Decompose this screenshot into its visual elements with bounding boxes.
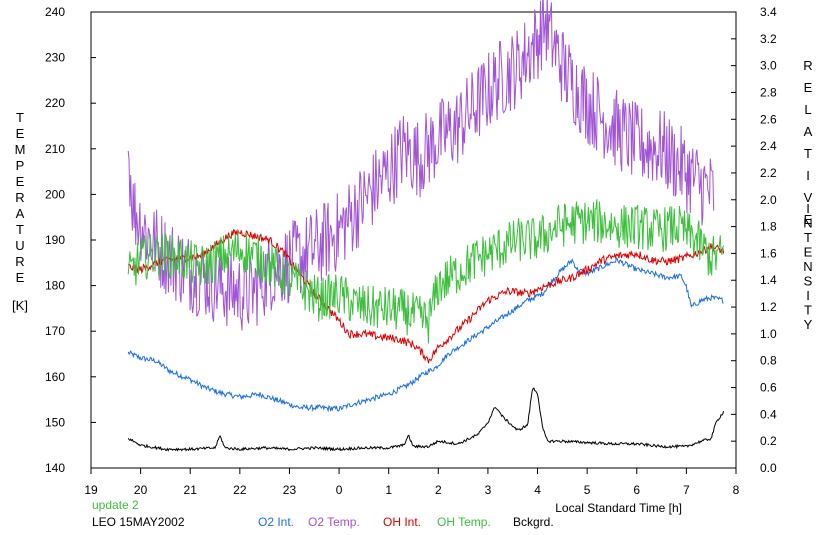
legend-entry: O2 Temp. bbox=[308, 515, 360, 529]
right-axis-label-letter: T bbox=[804, 146, 812, 161]
right-axis-label-letter: V bbox=[804, 190, 813, 205]
right-tick-label: 1.0 bbox=[760, 327, 777, 341]
right-axis-label-letter: I bbox=[806, 201, 810, 216]
right-axis-label-letter: R bbox=[803, 58, 812, 73]
left-tick-label: 220 bbox=[45, 96, 65, 110]
left-axis-ticks: 140 150 160 170 180 190 200 210 220 230 240 bbox=[45, 5, 96, 475]
legend-entry: O2 Int. bbox=[258, 515, 294, 529]
right-tick-label: 0.4 bbox=[760, 407, 777, 421]
left-axis-label-letter: E bbox=[16, 270, 25, 285]
left-tick-label: 200 bbox=[45, 187, 65, 201]
right-tick-label: 1.4 bbox=[760, 273, 777, 287]
x-tick-label: 6 bbox=[633, 483, 640, 497]
right-tick-label: 2.8 bbox=[760, 85, 777, 99]
right-tick-label: 3.4 bbox=[760, 5, 777, 19]
left-axis-label-letter: E bbox=[16, 126, 25, 141]
right-tick-label: 0.8 bbox=[760, 354, 777, 368]
x-tick-label: 0 bbox=[336, 483, 343, 497]
right-tick-label: 3.0 bbox=[760, 59, 777, 73]
x-tick-label: 5 bbox=[584, 483, 591, 497]
x-tick-label: 21 bbox=[184, 483, 198, 497]
right-axis-label-letter: L bbox=[804, 102, 811, 117]
x-axis-label: Local Standard Time [h] bbox=[555, 501, 682, 515]
info-station-date: LEO 15MAY2002 bbox=[92, 515, 185, 529]
left-axis-label-letter: A bbox=[16, 206, 25, 221]
x-tick-label: 22 bbox=[233, 483, 247, 497]
right-axis-label-letter: I bbox=[806, 288, 810, 303]
left-axis-label-letter: T bbox=[16, 222, 24, 237]
legend-entry: OH Temp. bbox=[437, 515, 491, 529]
x-tick-label: 19 bbox=[84, 483, 98, 497]
right-axis-label-letter: S bbox=[804, 274, 813, 289]
x-tick-label: 8 bbox=[733, 483, 740, 497]
right-axis-ticks: 0.0 0.2 0.4 0.6 0.8 1.0 1.2 1.4 1.6 1.8 2.0 2.2 2.4 2… bbox=[731, 5, 777, 475]
right-tick-label: 0.0 bbox=[760, 461, 777, 475]
left-axis-unit: [K] bbox=[12, 298, 28, 313]
left-tick-label: 140 bbox=[45, 461, 65, 475]
series-line-bckgrd bbox=[127, 387, 725, 452]
series-line-oh-temp bbox=[127, 199, 725, 344]
right-tick-label: 0.6 bbox=[760, 381, 777, 395]
left-axis-label-letter: U bbox=[15, 238, 24, 253]
left-axis-label-letter: R bbox=[15, 190, 24, 205]
left-tick-label: 190 bbox=[45, 233, 65, 247]
x-axis-ticks: 19 20 21 22 23 0 1 2 3 4 5 6 7 8 bbox=[84, 468, 740, 497]
right-tick-label: 2.4 bbox=[760, 139, 777, 153]
legend-entry: Bckgrd. bbox=[513, 515, 554, 529]
left-tick-label: 180 bbox=[45, 279, 65, 293]
series-line-oh-int bbox=[127, 228, 725, 364]
right-tick-label: 2.2 bbox=[760, 166, 777, 180]
series-layer bbox=[127, 0, 725, 452]
right-tick-label: 1.8 bbox=[760, 220, 777, 234]
left-axis-label-letter: R bbox=[15, 254, 24, 269]
right-tick-label: 3.2 bbox=[760, 32, 777, 46]
x-tick-label: 1 bbox=[385, 483, 392, 497]
legend-entry: OH Int. bbox=[383, 515, 421, 529]
right-axis-label-letter: E bbox=[804, 80, 813, 95]
left-tick-label: 160 bbox=[45, 370, 65, 384]
left-axis-label-letter: M bbox=[15, 142, 26, 157]
right-axis-label-letter: E bbox=[804, 245, 813, 260]
left-tick-label: 150 bbox=[45, 415, 65, 429]
x-tick-label: 7 bbox=[683, 483, 690, 497]
right-axis-label-letter: A bbox=[804, 124, 813, 139]
right-axis-label-letter: N bbox=[803, 216, 812, 231]
x-tick-label: 2 bbox=[435, 483, 442, 497]
left-tick-label: 210 bbox=[45, 142, 65, 156]
x-tick-label: 4 bbox=[534, 483, 541, 497]
series-line-o2-int bbox=[127, 256, 724, 413]
right-axis-label-letter: T bbox=[804, 230, 812, 245]
right-tick-label: 1.2 bbox=[760, 300, 777, 314]
left-tick-label: 240 bbox=[45, 5, 65, 19]
right-tick-label: 1.6 bbox=[760, 246, 777, 260]
left-tick-label: 170 bbox=[45, 324, 65, 338]
left-axis-label-letter: T bbox=[16, 110, 24, 125]
x-tick-label: 23 bbox=[283, 483, 297, 497]
right-axis-label-letter: I bbox=[806, 168, 810, 183]
legend: O2 Int. O2 Temp. OH Int. OH Temp. Bckgrd. bbox=[258, 515, 554, 529]
right-axis-label-letter: Y bbox=[804, 317, 813, 332]
x-tick-label: 3 bbox=[485, 483, 492, 497]
left-axis-label-letter: E bbox=[16, 174, 25, 189]
right-axis-label-letter: T bbox=[804, 303, 812, 318]
right-tick-label: 2.0 bbox=[760, 193, 777, 207]
right-axis-label-letter: E bbox=[804, 212, 813, 227]
left-axis-label-letter: P bbox=[16, 158, 25, 173]
right-tick-label: 0.2 bbox=[760, 434, 777, 448]
series-line-o2-temp bbox=[127, 0, 715, 331]
right-axis-label-letter: N bbox=[803, 259, 812, 274]
x-tick-label: 20 bbox=[134, 483, 148, 497]
info-update: update 2 bbox=[92, 498, 139, 512]
right-tick-label: 2.6 bbox=[760, 112, 777, 126]
left-tick-label: 230 bbox=[45, 51, 65, 65]
